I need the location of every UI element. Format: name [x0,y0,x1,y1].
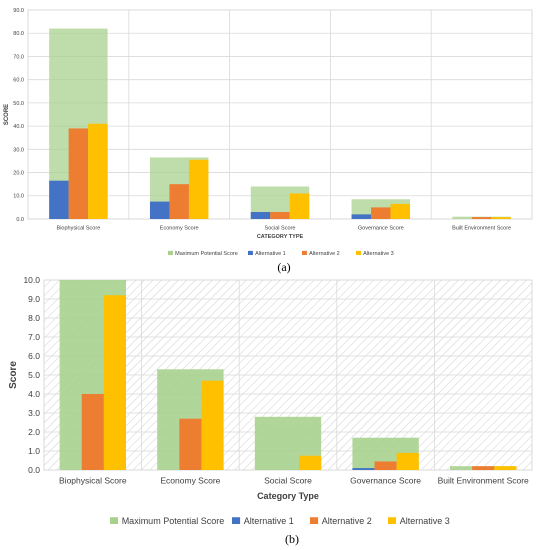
y-tick-label: 10.0 [23,275,40,285]
legend-label: Alternative 1 [244,516,294,526]
y-axis-label-a: SCORE [4,104,10,125]
x-tick-label: Economy Score [160,226,199,232]
bar-alternative-2 [374,461,397,470]
legend-swatch-alt2 [310,517,319,524]
bar-alternative-2 [81,394,104,470]
y-tick-label: 40.0 [13,124,24,130]
bar-alternative-3 [188,159,209,219]
y-tick-label: 80.0 [13,31,24,37]
x-tick-label: Biophysical Score [59,476,127,486]
plot-area-a [27,9,533,220]
legend-swatch-alt2 [302,250,307,255]
bar-alternative-3 [201,380,224,470]
bar-alternative-3 [88,123,108,219]
x-tick-label: Social Score [264,476,312,486]
bar-alternative-2 [371,207,391,219]
bar-alternative-3 [103,295,126,470]
x-tick-label: Governance Score [358,226,404,232]
bar-alternative-3 [491,217,511,219]
bars-a [49,28,511,220]
y-tick-label: 2.0 [28,427,40,437]
y-tick-label: 20.0 [13,170,24,176]
bar-alternative-3 [390,203,411,219]
legend-label: Alternative 3 [400,516,450,526]
legend-swatch-alt1 [248,250,253,255]
y-tick-label: 70.0 [13,54,24,60]
bar-alternative-1 [352,468,375,470]
y-tick-label: 90.0 [13,8,24,14]
legend-label: Maximum Potential Score [175,251,238,257]
legend-label: Alternative 2 [322,516,372,526]
x-tick-label: Economy Score [160,476,220,486]
legend-label: Maximum Potential Score [122,516,225,526]
bar-alternative-2 [471,217,492,219]
bar-alternative-2 [179,418,202,470]
legend-swatch-alt1 [232,517,241,524]
x-tick-label: Governance Score [350,476,421,486]
y-tick-label: 60.0 [13,78,24,84]
y-tick-label: 4.0 [28,389,40,399]
y-tick-label: 3.0 [28,408,40,418]
panel-label-b: (b) [285,532,299,546]
x-tick-label: Built Environment Score [452,226,511,232]
y-tick-label: 8.0 [28,313,40,323]
x-tick-label: Social Score [265,226,296,232]
x-axis-label-a: CATEGORY TYPE [257,234,304,240]
y-tick-label: 50.0 [13,101,24,107]
bar-alternative-1 [250,212,271,219]
chart-panel-a: 0.010.020.030.040.050.060.070.080.090.0 … [4,8,533,274]
bar-alternative-3 [494,466,517,470]
bar-alternative-2 [270,212,290,219]
x-axis-label-b: Category Type [257,491,319,501]
y-tick-labels-a: 0.0 10.0 20.0 30.0 40.0 50.0 60.0 70.0 80.0 90.0 [13,8,24,223]
y-tick-label: 6.0 [28,351,40,361]
bar-alternative-1 [351,214,372,219]
panel-label-a: (a) [277,260,290,274]
y-tick-label: 30.0 [13,147,24,153]
legend-swatch-max [168,250,173,255]
bars-b [59,280,517,470]
y-tick-label: 10.0 [13,194,24,200]
legend-label: Alternative 2 [309,251,340,257]
y-tick-label: 9.0 [28,294,40,304]
legend-swatch-max [110,517,119,524]
bar-alternative-2 [169,184,189,219]
y-tick-label: 7.0 [28,332,40,342]
y-axis-label-b: Score [8,361,19,389]
legend-label: Alternative 1 [255,251,286,257]
legend-a: Maximum Potential Score Alternative 1 Alte… [168,250,394,257]
bar-alternative-2 [472,466,495,470]
gridlines-a [28,9,532,220]
bar-alternative-3 [299,455,322,470]
y-tick-labels-b: 0.0 1.0 2.0 3.0 4.0 5.0 6.0 7.0 8.0 9.0 10.0 [23,275,40,475]
x-tick-label: Built Environment Score [438,476,529,486]
legend-swatch-alt3 [356,250,361,255]
x-tick-label: Biophysical Score [57,226,101,232]
bar-alternative-3 [396,452,419,470]
legend-b: Maximum Potential Score Alternative 1 Alte… [110,516,450,526]
x-tick-labels-b: Biophysical Score Economy Score Social Sco… [59,476,529,486]
bar-alternative-1 [49,180,69,219]
y-tick-label: 0.0 [28,465,40,475]
bar-alternative-3 [289,193,310,219]
y-tick-label: 0.0 [16,217,24,223]
x-tick-labels-a: Biophysical Score Economy Score Social Sco… [57,226,512,232]
y-tick-label: 5.0 [28,370,40,380]
legend-swatch-alt3 [388,517,397,524]
chart-panel-b: 0.0 1.0 2.0 3.0 4.0 5.0 6.0 7.0 8.0 9.0 10.0 Bioph… [8,275,533,546]
y-tick-label: 1.0 [28,446,40,456]
bar-alternative-1 [149,201,170,219]
legend-label: Alternative 3 [363,251,394,257]
bar-alternative-2 [68,128,89,219]
